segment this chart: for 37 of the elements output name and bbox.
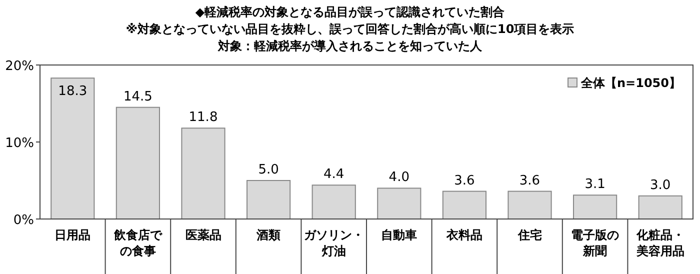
bar [573, 194, 618, 220]
text: 対象：軽減税率が導入されることを知っていた人 [217, 39, 483, 53]
x-tick-label: 酒類 [256, 228, 281, 242]
text: 11.8 [188, 110, 218, 126]
x-tick-label: 住宅 [516, 228, 542, 242]
x-tick-label: 化粧品・美容用品 [635, 228, 684, 258]
bar [246, 180, 291, 220]
bar [116, 106, 160, 220]
text: 18.3 [58, 84, 88, 100]
x-tick-label: 電子版の新聞 [571, 228, 620, 258]
y-tick-label: 0% [13, 213, 34, 228]
x-tick-label: 医薬品 [185, 228, 222, 242]
y-tick-label: 10% [5, 136, 34, 151]
bar [50, 78, 95, 220]
text: 3.1 [584, 177, 606, 192]
bar [638, 195, 682, 220]
text: 4.4 [324, 167, 344, 182]
bar [508, 190, 552, 220]
text: 3.6 [454, 173, 475, 188]
bar [442, 190, 486, 220]
y-tick-label: 20% [5, 59, 34, 74]
x-tick-label: 衣料品 [445, 228, 482, 242]
text: 3.0 [650, 178, 671, 193]
text: 4.0 [388, 170, 410, 186]
bar [377, 188, 422, 220]
chart-title: ◆軽減税率の対象となる品目が誤って認識されていた割合 [195, 5, 506, 19]
bar [181, 128, 226, 220]
x-tick-label: 飲食店での食事 [112, 228, 163, 258]
x-tick-label: ガソリン・灯油 [304, 228, 364, 258]
x-tick-label: 日用品 [54, 228, 91, 242]
x-tick-label: 自動車 [381, 228, 418, 242]
text: 5.0 [258, 162, 279, 178]
text: 3.6 [519, 173, 540, 188]
bar [312, 184, 356, 220]
chart-subtitle: ※対象となっていない品目を抜粋し、誤って回答した割合が高い順に10項目を表示 [126, 22, 574, 36]
legend-label: 全体【n=1050】 [580, 76, 681, 90]
text: 14.5 [123, 89, 152, 104]
